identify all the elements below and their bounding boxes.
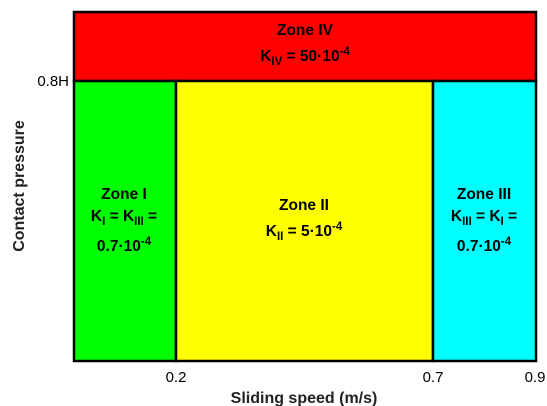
zone-iii-k-value: 0.7·10-4 [457,236,512,255]
zone-i-k1-subscript: I [102,216,105,228]
zone-iii-k-line: KIII = KI = [451,208,517,228]
y-tick-label: 0.8H [37,73,69,90]
x-tick-label: 0.7 [423,369,444,386]
zone-iv-k-line: KIV = 50·10-4 [260,46,350,68]
zone-iii-k1-symbol: K [451,208,463,225]
zone-i-equals-1: = [105,208,123,225]
zone-iv-region [72,10,538,83]
zone-i-value-exponent: -4 [141,236,152,248]
zone-i-k2-symbol: K [123,208,135,225]
zone-i-k-line: KI = KIII = [91,208,157,228]
zone-iv-k-subscript: IV [271,56,282,68]
zone-ii-title: Zone II [279,197,329,214]
zone-iv-title: Zone IV [277,22,334,39]
zone-iii-value-base: 0.7·10 [457,238,501,255]
zone-i-region [72,79,178,363]
zone-ii-k-subscript: II [277,231,283,243]
zone-iii-equals-1: = [472,208,490,225]
zone-ii-k-symbol: K [266,223,278,240]
zone-iv-k-exponent: -4 [340,46,351,58]
zone-iii-value-exponent: -4 [501,236,512,248]
zone-iii-equals-2: = [504,208,517,225]
zone-iv-k-equation: = 50·10 [282,48,339,65]
zone-iii-k1-subscript: III [462,216,472,228]
zone-i-k2-subscript: III [134,216,144,228]
zone-ii-k-line: KII = 5·10-4 [266,221,343,243]
x-tick-label: 0.2 [166,369,187,386]
zone-ii-region [174,79,435,363]
zone-ii-k-equation: = 5·10 [283,223,332,240]
zone-i-k-value: 0.7·10-4 [97,236,152,255]
zone-iv-k-symbol: K [260,48,272,65]
zone-iii-region [431,79,538,363]
zone-i-k1-symbol: K [91,208,103,225]
x-axis-title: Sliding speed (m/s) [231,390,378,406]
zone-ii-k-exponent: -4 [332,221,343,233]
zone-iii-k2-symbol: K [489,208,501,225]
x-tick-label: 0.9 [525,369,546,386]
zone-iii-k2-subscript: I [501,216,504,228]
zone-i-equals-2: = [144,208,157,225]
zone-iii-title: Zone III [457,186,511,203]
zone-i-value-base: 0.7·10 [97,238,141,255]
y-axis-title: Contact pressure [11,120,28,252]
zone-i-title: Zone I [101,186,147,203]
